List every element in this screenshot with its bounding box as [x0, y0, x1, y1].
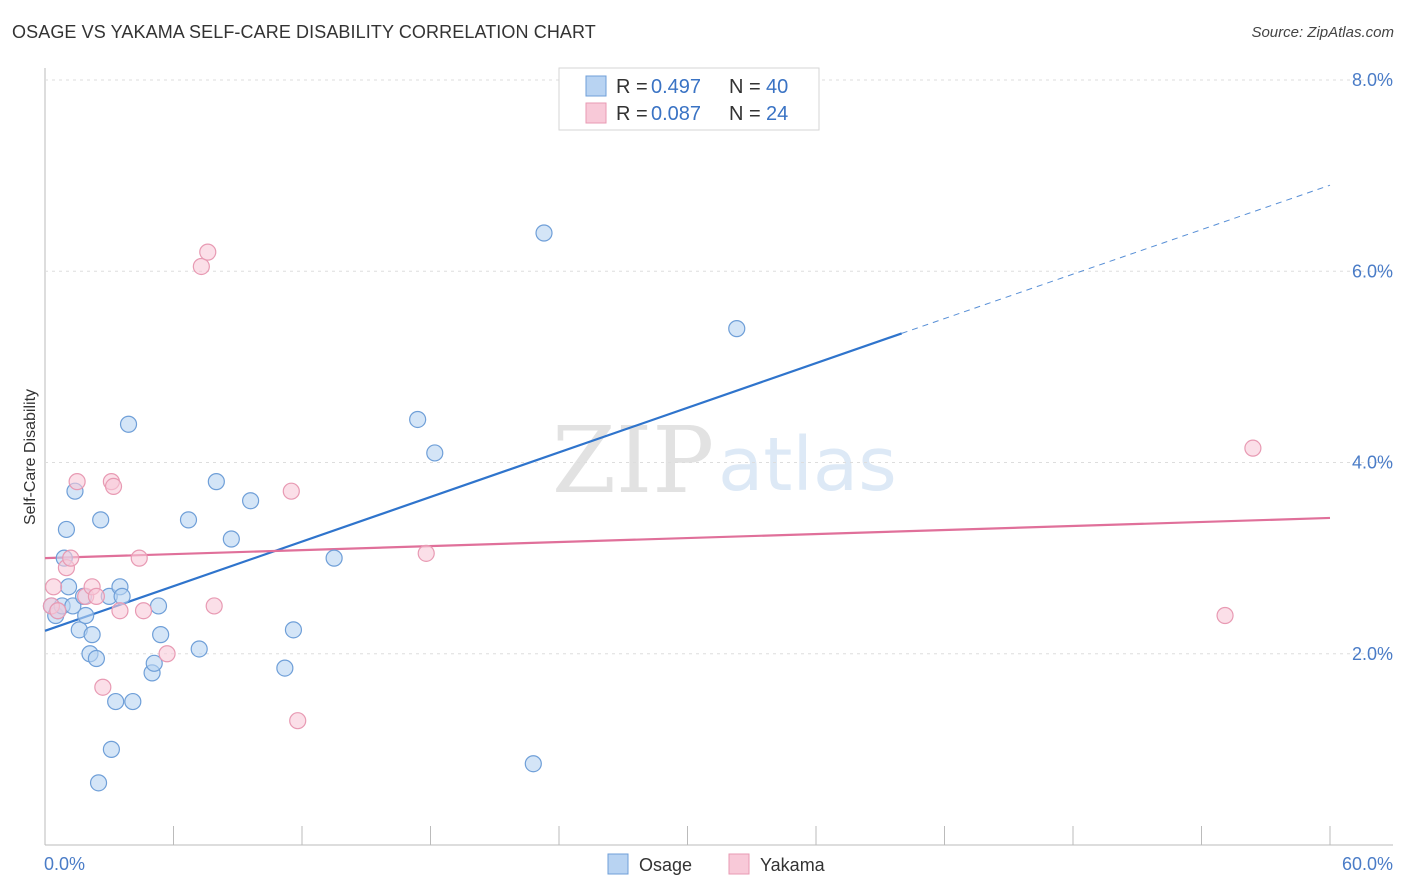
- y-tick-label: 2.0%: [1352, 644, 1393, 664]
- osage-point: [524, 755, 542, 773]
- legend-yakama-swatch: [585, 102, 607, 124]
- x-tick-label-min: 0.0%: [44, 854, 85, 874]
- osage-point: [102, 740, 120, 758]
- y-tick-label: 8.0%: [1352, 70, 1393, 90]
- yakama-point: [1216, 606, 1234, 625]
- osage-point: [57, 520, 76, 539]
- bottom-legend-osage-swatch: [607, 853, 629, 875]
- point-layer: [42, 224, 1262, 792]
- osage-point: [179, 511, 198, 529]
- yakama-point: [192, 257, 210, 276]
- osage-point: [207, 473, 225, 491]
- yakama-point: [44, 578, 63, 596]
- series-legend: Osage Yakama: [607, 853, 826, 875]
- yakama-point: [205, 597, 223, 615]
- yakama-point: [134, 602, 153, 620]
- source-label: Source: ZipAtlas.com: [1251, 24, 1394, 41]
- yakama-point: [289, 712, 307, 730]
- legend-osage-swatch: [585, 75, 607, 97]
- yakama-point: [87, 587, 106, 605]
- legend-yakama-r-label: R =: [616, 103, 648, 125]
- watermark-atlas: atlas: [718, 422, 897, 508]
- yakama-point: [104, 477, 123, 496]
- yakama-point: [282, 482, 300, 500]
- osage-point: [113, 587, 131, 605]
- legend-osage-n-label: N =: [729, 76, 761, 98]
- osage-trendline: [44, 332, 903, 632]
- osage-point: [77, 606, 95, 625]
- x-tick-layer: [173, 826, 1331, 845]
- legend-yakama-r-value: 0.087: [651, 103, 701, 125]
- legend-yakama-n-value: 24: [766, 103, 788, 125]
- yakama-point: [94, 678, 112, 696]
- yakama-point: [1244, 439, 1262, 457]
- osage-point: [728, 320, 746, 338]
- bottom-legend-yakama-label: Yakama: [760, 855, 826, 875]
- osage-point: [242, 492, 260, 510]
- yakama-point: [158, 645, 176, 663]
- osage-trendline-extension: [901, 184, 1331, 334]
- osage-point: [152, 626, 170, 644]
- yakama-point: [130, 549, 148, 567]
- osage-point: [222, 530, 240, 548]
- y-axis-label: Self-Care Disability: [22, 389, 39, 525]
- y-tick-label: 4.0%: [1352, 453, 1393, 473]
- legend-osage-r-label: R =: [616, 76, 648, 98]
- yakama-point: [68, 473, 86, 491]
- yakama-point: [199, 243, 217, 261]
- grid-layer: [45, 79, 1393, 655]
- osage-point: [124, 692, 142, 711]
- osage-point: [325, 549, 343, 567]
- bottom-legend-osage-label: Osage: [639, 855, 692, 875]
- osage-point: [83, 626, 101, 644]
- osage-point: [92, 511, 110, 529]
- watermark-zip: ZIP: [552, 407, 714, 514]
- yakama-point: [111, 602, 129, 620]
- legend-osage-r-value: 0.497: [651, 76, 701, 98]
- y-tick-labels: 2.0% 4.0% 6.0% 8.0%: [1352, 70, 1393, 664]
- osage-point: [119, 415, 138, 433]
- osage-point: [284, 621, 303, 639]
- osage-point: [190, 640, 208, 658]
- chart-title: OSAGE VS YAKAMA SELF-CARE DISABILITY COR…: [12, 22, 596, 42]
- bottom-legend-yakama-swatch: [728, 853, 750, 875]
- x-tick-label-max: 60.0%: [1342, 854, 1393, 874]
- yakama-trendline: [44, 516, 1331, 560]
- yakama-point: [417, 544, 435, 562]
- correlation-legend: R = 0.497 N = 40 R = 0.087 N = 24: [558, 67, 820, 131]
- osage-point: [107, 692, 125, 711]
- yakama-point: [49, 602, 67, 620]
- osage-point: [149, 597, 168, 615]
- legend-yakama-n-label: N =: [729, 103, 761, 125]
- osage-point: [89, 774, 108, 792]
- legend-osage-n-value: 40: [766, 76, 788, 98]
- osage-point: [59, 578, 78, 596]
- osage-point: [145, 654, 163, 672]
- trendline-layer: [44, 184, 1331, 632]
- osage-point: [276, 659, 294, 677]
- yakama-point: [62, 549, 80, 567]
- osage-point: [535, 224, 553, 242]
- osage-point: [426, 444, 444, 462]
- osage-point: [409, 410, 427, 429]
- y-tick-label: 6.0%: [1352, 261, 1393, 281]
- osage-point: [87, 649, 106, 668]
